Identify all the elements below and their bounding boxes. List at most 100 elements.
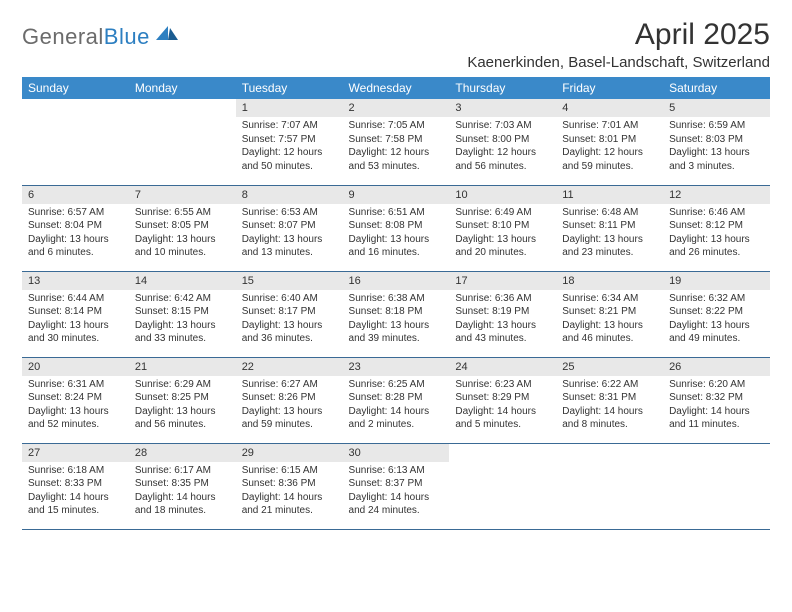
day-details: Sunrise: 6:51 AMSunset: 8:08 PMDaylight:… <box>343 204 450 264</box>
day-details: Sunrise: 6:32 AMSunset: 8:22 PMDaylight:… <box>663 290 770 350</box>
sunset-text: Sunset: 8:18 PM <box>349 305 444 319</box>
day-number: 17 <box>449 272 556 290</box>
day-number: 23 <box>343 358 450 376</box>
day-header-fri: Friday <box>556 77 663 99</box>
day-details: Sunrise: 6:44 AMSunset: 8:14 PMDaylight:… <box>22 290 129 350</box>
day-number: 7 <box>129 186 236 204</box>
day-cell <box>663 443 770 529</box>
daylight-text-2: and 53 minutes. <box>349 160 444 174</box>
day-cell: 25Sunrise: 6:22 AMSunset: 8:31 PMDayligh… <box>556 357 663 443</box>
day-details: Sunrise: 6:36 AMSunset: 8:19 PMDaylight:… <box>449 290 556 350</box>
day-details: Sunrise: 6:29 AMSunset: 8:25 PMDaylight:… <box>129 376 236 436</box>
day-number: 18 <box>556 272 663 290</box>
day-details: Sunrise: 6:59 AMSunset: 8:03 PMDaylight:… <box>663 117 770 177</box>
sunrise-text: Sunrise: 6:46 AM <box>669 206 764 220</box>
day-number: 22 <box>236 358 343 376</box>
day-cell: 9Sunrise: 6:51 AMSunset: 8:08 PMDaylight… <box>343 185 450 271</box>
day-cell: 28Sunrise: 6:17 AMSunset: 8:35 PMDayligh… <box>129 443 236 529</box>
sunrise-text: Sunrise: 6:57 AM <box>28 206 123 220</box>
day-header-thu: Thursday <box>449 77 556 99</box>
sunrise-text: Sunrise: 7:05 AM <box>349 119 444 133</box>
day-cell: 7Sunrise: 6:55 AMSunset: 8:05 PMDaylight… <box>129 185 236 271</box>
day-details: Sunrise: 6:46 AMSunset: 8:12 PMDaylight:… <box>663 204 770 264</box>
daylight-text-1: Daylight: 13 hours <box>562 233 657 247</box>
daylight-text-2: and 6 minutes. <box>28 246 123 260</box>
sunset-text: Sunset: 8:01 PM <box>562 133 657 147</box>
day-cell <box>556 443 663 529</box>
day-number: 29 <box>236 444 343 462</box>
week-row: 13Sunrise: 6:44 AMSunset: 8:14 PMDayligh… <box>22 271 770 357</box>
day-details: Sunrise: 7:01 AMSunset: 8:01 PMDaylight:… <box>556 117 663 177</box>
sunrise-text: Sunrise: 6:36 AM <box>455 292 550 306</box>
day-cell: 16Sunrise: 6:38 AMSunset: 8:18 PMDayligh… <box>343 271 450 357</box>
day-cell: 3Sunrise: 7:03 AMSunset: 8:00 PMDaylight… <box>449 99 556 185</box>
day-details: Sunrise: 6:18 AMSunset: 8:33 PMDaylight:… <box>22 462 129 522</box>
sunset-text: Sunset: 8:00 PM <box>455 133 550 147</box>
daylight-text-2: and 43 minutes. <box>455 332 550 346</box>
sunset-text: Sunset: 8:33 PM <box>28 477 123 491</box>
day-details: Sunrise: 6:48 AMSunset: 8:11 PMDaylight:… <box>556 204 663 264</box>
daylight-text-1: Daylight: 14 hours <box>669 405 764 419</box>
sunrise-text: Sunrise: 6:17 AM <box>135 464 230 478</box>
day-details: Sunrise: 6:20 AMSunset: 8:32 PMDaylight:… <box>663 376 770 436</box>
day-cell: 14Sunrise: 6:42 AMSunset: 8:15 PMDayligh… <box>129 271 236 357</box>
day-cell <box>22 99 129 185</box>
daylight-text-1: Daylight: 13 hours <box>135 233 230 247</box>
sunset-text: Sunset: 8:03 PM <box>669 133 764 147</box>
day-details: Sunrise: 6:53 AMSunset: 8:07 PMDaylight:… <box>236 204 343 264</box>
brand-name-part2: Blue <box>104 24 150 49</box>
sunset-text: Sunset: 7:58 PM <box>349 133 444 147</box>
daylight-text-1: Daylight: 14 hours <box>455 405 550 419</box>
day-details: Sunrise: 7:07 AMSunset: 7:57 PMDaylight:… <box>236 117 343 177</box>
sunset-text: Sunset: 8:10 PM <box>455 219 550 233</box>
day-details: Sunrise: 6:42 AMSunset: 8:15 PMDaylight:… <box>129 290 236 350</box>
sunrise-text: Sunrise: 6:55 AM <box>135 206 230 220</box>
sunset-text: Sunset: 8:08 PM <box>349 219 444 233</box>
daylight-text-1: Daylight: 12 hours <box>349 146 444 160</box>
calendar-table: Sunday Monday Tuesday Wednesday Thursday… <box>22 77 770 530</box>
daylight-text-2: and 36 minutes. <box>242 332 337 346</box>
day-header-wed: Wednesday <box>343 77 450 99</box>
brand-name: GeneralBlue <box>22 24 150 50</box>
sunset-text: Sunset: 8:04 PM <box>28 219 123 233</box>
sunset-text: Sunset: 8:28 PM <box>349 391 444 405</box>
day-number: 12 <box>663 186 770 204</box>
sunset-text: Sunset: 8:29 PM <box>455 391 550 405</box>
day-details: Sunrise: 6:15 AMSunset: 8:36 PMDaylight:… <box>236 462 343 522</box>
week-row: 6Sunrise: 6:57 AMSunset: 8:04 PMDaylight… <box>22 185 770 271</box>
daylight-text-2: and 15 minutes. <box>28 504 123 518</box>
daylight-text-2: and 21 minutes. <box>242 504 337 518</box>
daylight-text-1: Daylight: 14 hours <box>349 491 444 505</box>
day-number: 25 <box>556 358 663 376</box>
daylight-text-2: and 10 minutes. <box>135 246 230 260</box>
sunrise-text: Sunrise: 6:51 AM <box>349 206 444 220</box>
sunrise-text: Sunrise: 7:01 AM <box>562 119 657 133</box>
day-details: Sunrise: 6:38 AMSunset: 8:18 PMDaylight:… <box>343 290 450 350</box>
sunrise-text: Sunrise: 6:48 AM <box>562 206 657 220</box>
daylight-text-1: Daylight: 14 hours <box>349 405 444 419</box>
daylight-text-2: and 13 minutes. <box>242 246 337 260</box>
daylight-text-1: Daylight: 13 hours <box>242 405 337 419</box>
daylight-text-1: Daylight: 13 hours <box>669 146 764 160</box>
daylight-text-2: and 49 minutes. <box>669 332 764 346</box>
daylight-text-1: Daylight: 12 hours <box>562 146 657 160</box>
sunrise-text: Sunrise: 6:27 AM <box>242 378 337 392</box>
calendar-tbody: 1Sunrise: 7:07 AMSunset: 7:57 PMDaylight… <box>22 99 770 529</box>
day-header-mon: Monday <box>129 77 236 99</box>
day-details: Sunrise: 6:27 AMSunset: 8:26 PMDaylight:… <box>236 376 343 436</box>
sunset-text: Sunset: 8:35 PM <box>135 477 230 491</box>
day-details: Sunrise: 6:31 AMSunset: 8:24 PMDaylight:… <box>22 376 129 436</box>
brand-name-part1: General <box>22 24 104 49</box>
day-cell: 11Sunrise: 6:48 AMSunset: 8:11 PMDayligh… <box>556 185 663 271</box>
day-number: 5 <box>663 99 770 117</box>
daylight-text-1: Daylight: 13 hours <box>455 319 550 333</box>
daylight-text-2: and 30 minutes. <box>28 332 123 346</box>
sunset-text: Sunset: 8:17 PM <box>242 305 337 319</box>
sunset-text: Sunset: 8:36 PM <box>242 477 337 491</box>
day-number: 8 <box>236 186 343 204</box>
sunset-text: Sunset: 8:26 PM <box>242 391 337 405</box>
day-number: 30 <box>343 444 450 462</box>
daylight-text-2: and 23 minutes. <box>562 246 657 260</box>
week-row: 20Sunrise: 6:31 AMSunset: 8:24 PMDayligh… <box>22 357 770 443</box>
sunset-text: Sunset: 8:14 PM <box>28 305 123 319</box>
